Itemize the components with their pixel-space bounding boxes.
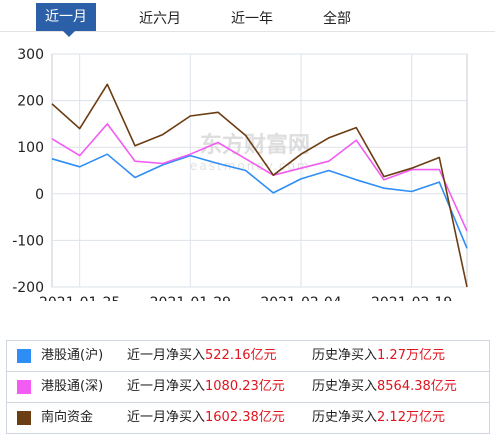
period-tabs: 近一月 近六月 近一年 全部 xyxy=(0,0,495,37)
tab-1-month[interactable]: 近一月 xyxy=(36,3,96,31)
x-tick-label: 2021-01-29 xyxy=(150,295,231,301)
total-label: 历史净买入 xyxy=(312,348,378,363)
y-tick-label: -100 xyxy=(12,233,44,249)
total-label: 历史净买入 xyxy=(312,410,378,425)
series-line-1 xyxy=(51,123,468,232)
total-value: 2.12万亿元 xyxy=(377,410,445,425)
month-value: 522.16亿元 xyxy=(205,348,277,363)
y-tick-label: 0 xyxy=(35,187,44,203)
legend-row-sz: 港股通(深) 近一月净买入1080.23亿元 历史净买入8564.38亿元 xyxy=(7,372,489,403)
series-line-0 xyxy=(51,153,468,249)
total-value: 8564.38亿元 xyxy=(377,379,457,394)
legend-total-sh: 历史净买入1.27万亿元 xyxy=(312,341,445,371)
watermark: 东方财富网 eastmoney.com xyxy=(190,132,311,173)
x-tick-label: 2021-01-25 xyxy=(39,295,120,301)
legend-month-sh: 近一月净买入522.16亿元 xyxy=(127,341,277,371)
y-axis-labels: 300 200 100 0 -100 -200 xyxy=(12,47,44,296)
y-tick-label: 200 xyxy=(17,94,44,110)
active-tab-pointer xyxy=(63,31,75,37)
y-tick-label: 300 xyxy=(17,47,44,63)
legend-name-sh: 港股通(沪) xyxy=(41,348,104,363)
legend-swatch-south xyxy=(17,411,31,425)
y-tick-label: 100 xyxy=(17,140,44,156)
month-value: 1080.23亿元 xyxy=(205,379,285,394)
x-tick-label: 2021-02-19 xyxy=(371,295,452,301)
legend-name-south: 南向资金 xyxy=(41,410,94,425)
tab-divider xyxy=(0,31,495,32)
month-value: 1602.38亿元 xyxy=(205,410,285,425)
legend-name-sz: 港股通(深) xyxy=(41,379,104,394)
legend-row-south: 南向资金 近一月净买入1602.38亿元 历史净买入2.12万亿元 xyxy=(7,403,489,434)
net-buy-line-chart: 东方财富网 eastmoney.com 300 200 100 0 -100 -200 2… xyxy=(12,47,468,301)
x-tick-label: 2021-02-04 xyxy=(260,295,341,301)
tab-6-months[interactable]: 近六月 xyxy=(139,11,181,27)
plot-area xyxy=(51,53,468,288)
legend-swatch-sz xyxy=(17,380,31,394)
legend-total-south: 历史净买入2.12万亿元 xyxy=(312,403,445,433)
y-tick-label: -200 xyxy=(12,280,44,296)
tab-1-year[interactable]: 近一年 xyxy=(231,11,273,27)
watermark-subtext: eastmoney.com xyxy=(190,159,311,173)
month-label: 近一月净买入 xyxy=(127,348,206,363)
total-value: 1.27万亿元 xyxy=(377,348,445,363)
watermark-text: 东方财富网 xyxy=(200,132,310,158)
gridlines xyxy=(52,53,467,288)
series-line-2 xyxy=(51,83,468,288)
total-label: 历史净买入 xyxy=(312,379,378,394)
legend-month-south: 近一月净买入1602.38亿元 xyxy=(127,403,285,433)
legend-total-sz: 历史净买入8564.38亿元 xyxy=(312,372,457,402)
series-layer xyxy=(51,83,468,288)
legend-month-sz: 近一月净买入1080.23亿元 xyxy=(127,372,285,402)
legend-swatch-sh xyxy=(17,349,31,363)
tab-all[interactable]: 全部 xyxy=(323,11,351,27)
month-label: 近一月净买入 xyxy=(127,410,206,425)
month-label: 近一月净买入 xyxy=(127,379,206,394)
x-axis-labels: 2021-01-25 2021-01-29 2021-02-04 2021-02-19 xyxy=(39,295,452,301)
legend-row-sh: 港股通(沪) 近一月净买入522.16亿元 历史净买入1.27万亿元 xyxy=(7,341,489,372)
legend-table: 港股通(沪) 近一月净买入522.16亿元 历史净买入1.27万亿元 港股通(深… xyxy=(6,340,490,434)
